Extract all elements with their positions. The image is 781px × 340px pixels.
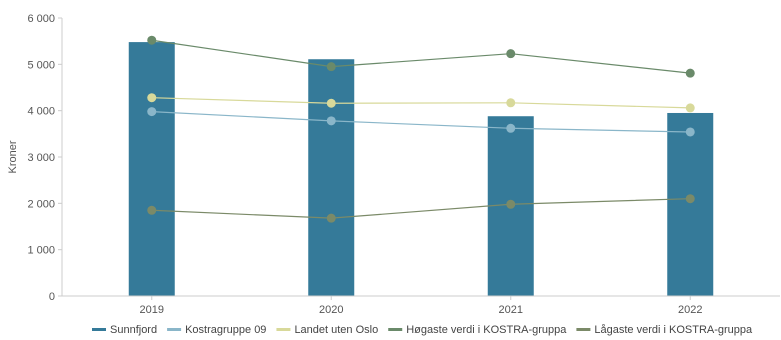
legend: Sunnfjord Kostragruppe 09 Landet uten Oslo… [92,324,753,336]
data-point [685,194,695,204]
legend-label[interactable]: Landet uten Oslo [294,324,378,336]
series-line [151,198,691,219]
bar [308,59,355,297]
data-point [147,93,157,103]
line-series [147,35,695,223]
data-point [685,68,695,78]
x-tick-label: 2022 [678,304,702,316]
legend-label[interactable]: Kostragruppe 09 [185,324,266,336]
legend-swatch [576,328,591,331]
data-point [685,127,695,137]
x-tick-label: 2020 [319,304,343,316]
bar-series [128,42,714,297]
series-line [151,39,691,74]
legend-swatch [167,328,182,331]
data-point [326,116,336,126]
y-tick-label: 4 000 [27,106,55,118]
data-point [506,98,516,108]
x-tick-label: 2021 [499,304,523,316]
data-point [147,205,157,215]
legend-swatch [92,328,106,331]
legend-label[interactable]: Sunnfjord [110,324,157,336]
data-point [147,35,157,45]
y-axis: 0 1 000 2 000 3 000 4 000 5 000 6 000 [27,13,63,303]
y-tick-label: 0 [49,291,55,303]
data-point [326,98,336,108]
data-point [506,123,516,133]
y-tick-label: 5 000 [27,59,55,71]
data-point [506,49,516,59]
data-point [326,213,336,223]
data-point [147,107,157,117]
data-point [685,103,695,113]
y-tick-label: 3 000 [27,152,55,164]
series-line [151,97,691,109]
data-point [326,62,336,72]
series-line [151,110,691,133]
y-tick-label: 2 000 [27,198,55,210]
legend-swatch [388,328,403,331]
x-tick-label: 2019 [140,304,164,316]
data-point [506,199,516,209]
bar [128,42,175,296]
bar [667,112,714,296]
y-tick-label: 6 000 [27,13,55,25]
legend-swatch [276,328,291,331]
y-axis-label: Kroner [7,140,19,173]
y-tick-label: 1 000 [27,245,55,257]
legend-label[interactable]: Lågaste verdi i KOSTRA-gruppa [594,324,753,336]
x-axis: 2019 2020 2021 2022 [62,295,780,316]
legend-label[interactable]: Høgaste verdi i KOSTRA-gruppa [406,324,567,336]
